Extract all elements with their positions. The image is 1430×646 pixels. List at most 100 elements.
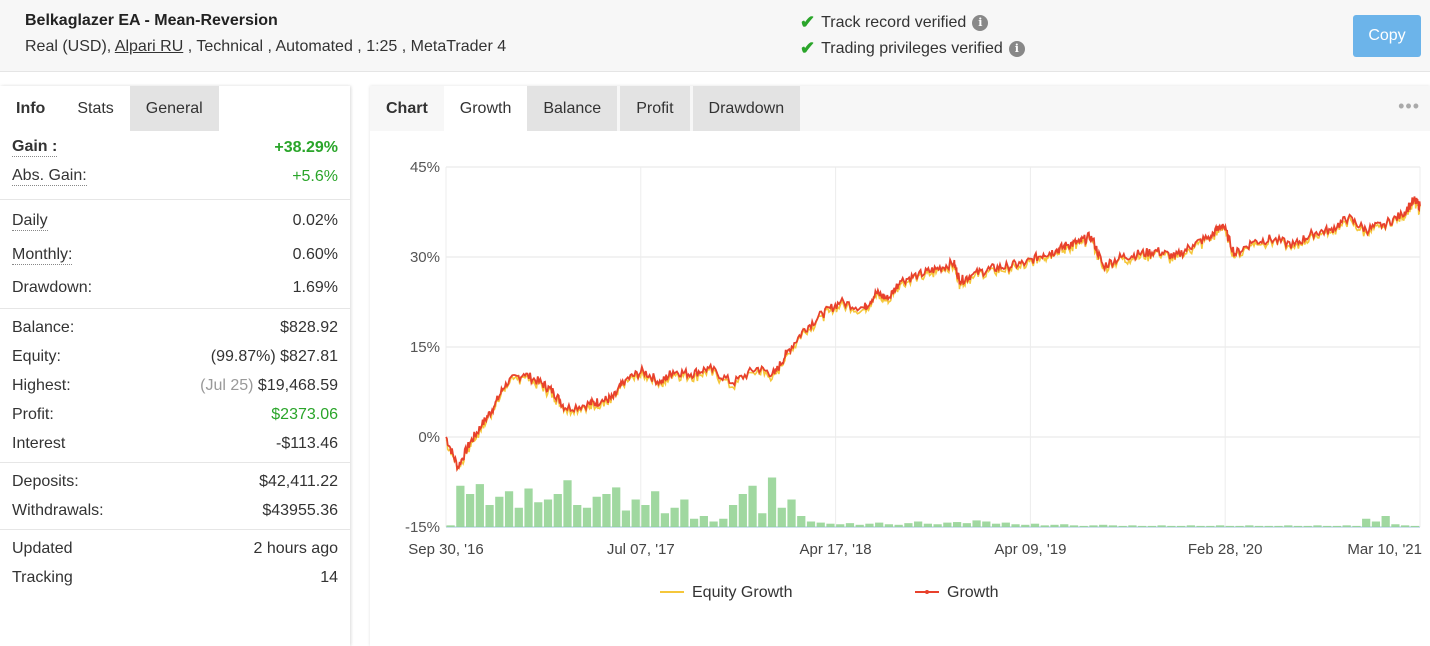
trading-privileges-label: Trading privileges verified <box>821 39 1003 57</box>
daily-label[interactable]: Daily <box>12 211 48 231</box>
volume-bar <box>612 487 621 527</box>
withdrawals-label: Withdrawals: <box>12 501 104 519</box>
volume-bar <box>485 505 494 527</box>
transfers-group: Deposits: $42,411.22 Withdrawals: $43955… <box>0 462 350 529</box>
deposits-label: Deposits: <box>12 472 79 490</box>
volume-bar <box>1001 522 1010 527</box>
volume-bar <box>631 499 640 527</box>
volume-bar <box>767 477 777 527</box>
volume-bar <box>670 507 679 527</box>
volume-bar <box>1138 525 1147 527</box>
volume-bar <box>826 523 835 527</box>
y-tick-label: 0% <box>418 429 440 446</box>
volume-bar <box>952 522 962 527</box>
copy-button[interactable]: Copy <box>1353 15 1421 57</box>
volume-bar <box>748 485 757 527</box>
abs-gain-label[interactable]: Abs. Gain: <box>12 167 87 186</box>
volume-bar <box>1079 525 1088 527</box>
volume-bar <box>1215 525 1225 527</box>
volume-bar <box>1167 525 1176 527</box>
balance-row: Balance: $828.92 <box>12 313 338 342</box>
gain-group: Gain : +38.29% Abs. Gain: +5.6% <box>0 131 350 199</box>
daily-row: Daily 0.02% <box>12 204 338 238</box>
volume-bar <box>1381 516 1390 527</box>
volume-bar <box>1040 525 1049 527</box>
strategy-header: Belkaglazer EA - Mean-Reversion Real (US… <box>0 0 1430 72</box>
info-icon[interactable]: i <box>1008 40 1025 57</box>
volume-bar <box>884 524 894 527</box>
volume-bar <box>777 507 786 527</box>
growth-chart: 45% 30% 15% 0% -15% Sep 30, '16 Jul 07, '17 Ap… <box>405 159 1422 601</box>
equity-growth-line <box>445 196 1421 471</box>
monthly-label[interactable]: Monthly: <box>12 245 73 265</box>
trading-privileges-status: ✔ Trading privileges verified i <box>800 38 1025 59</box>
more-options-icon[interactable]: ••• <box>1398 96 1420 116</box>
y-tick-label: 15% <box>410 339 440 356</box>
abs-gain-row: Abs. Gain: +5.6% <box>12 162 338 191</box>
updated-row: Updated 2 hours ago <box>12 534 338 563</box>
growth-lines <box>445 196 1421 473</box>
highest-row: Highest: (Jul 25) $19,468.59 <box>12 371 338 400</box>
stats-panel: Info Stats General Gain : +38.29% Abs. G… <box>0 86 350 646</box>
volume-bar <box>1108 525 1118 527</box>
volume-bar <box>991 523 1001 527</box>
checkmark-icon: ✔ <box>800 38 816 58</box>
track-record-label: Track record verified <box>821 13 967 31</box>
x-tick-label: Mar 10, '21 <box>1347 541 1422 558</box>
chart-legend: Equity Growth Growth <box>660 584 999 601</box>
volume-bar <box>816 522 825 527</box>
y-axis: 45% 30% 15% 0% -15% <box>405 159 440 536</box>
tab-info[interactable]: Info <box>16 99 46 117</box>
tracking-label: Tracking <box>12 568 73 586</box>
volume-bar <box>914 521 923 527</box>
chart-tabs: Chart Growth Balance Profit Drawdown <box>370 86 1430 131</box>
volume-bar <box>709 521 718 527</box>
volume-bar <box>641 505 650 527</box>
tab-chart[interactable]: Chart <box>386 99 428 117</box>
volume-bar <box>1177 525 1186 527</box>
volume-bar <box>1030 523 1040 527</box>
balance-value: $828.92 <box>280 318 338 336</box>
volume-bar <box>1274 525 1283 527</box>
deposits-row: Deposits: $42,411.22 <box>12 467 338 496</box>
tab-stats[interactable]: Stats <box>61 86 130 131</box>
volume-bar <box>1206 525 1215 527</box>
volume-bar <box>621 510 631 527</box>
volume-bar <box>719 518 728 527</box>
tab-general[interactable]: General <box>129 86 219 131</box>
volume-bar <box>797 516 806 527</box>
volume-bar <box>602 494 611 527</box>
volume-bar <box>1196 525 1205 527</box>
volume-bar <box>524 488 533 527</box>
tracking-value: 14 <box>320 568 338 586</box>
account-type: Real (USD), <box>25 38 115 55</box>
legend-equity-growth[interactable]: Equity Growth <box>692 584 792 601</box>
y-tick-label: 45% <box>410 159 440 176</box>
volume-bar <box>534 502 543 527</box>
broker-link[interactable]: Alpari RU <box>114 38 184 55</box>
tab-balance[interactable]: Balance <box>527 86 618 131</box>
tab-profit[interactable]: Profit <box>620 86 690 131</box>
volume-bar <box>962 523 971 527</box>
gain-label[interactable]: Gain : <box>12 138 58 157</box>
volume-bar <box>1021 524 1030 527</box>
tab-drawdown[interactable]: Drawdown <box>692 86 801 131</box>
volume-bar <box>836 524 845 527</box>
updated-value: 2 hours ago <box>253 539 338 557</box>
volume-bar <box>563 480 572 527</box>
volume-bar <box>1186 525 1195 527</box>
volume-bar <box>592 496 601 527</box>
volume-bar <box>738 494 747 527</box>
volume-bar <box>728 505 738 527</box>
abs-gain-value: +5.6% <box>292 167 338 185</box>
info-icon[interactable]: i <box>972 14 989 31</box>
daily-value: 0.02% <box>292 212 338 229</box>
volume-bar <box>758 513 767 527</box>
equity-percent: (99.87%) <box>210 347 276 365</box>
volume-bar <box>475 484 484 527</box>
volume-bar <box>1293 525 1303 527</box>
tab-growth[interactable]: Growth <box>443 86 528 131</box>
legend-growth[interactable]: Growth <box>947 584 999 601</box>
volume-bar <box>894 524 903 527</box>
volume-bar <box>1391 524 1400 527</box>
